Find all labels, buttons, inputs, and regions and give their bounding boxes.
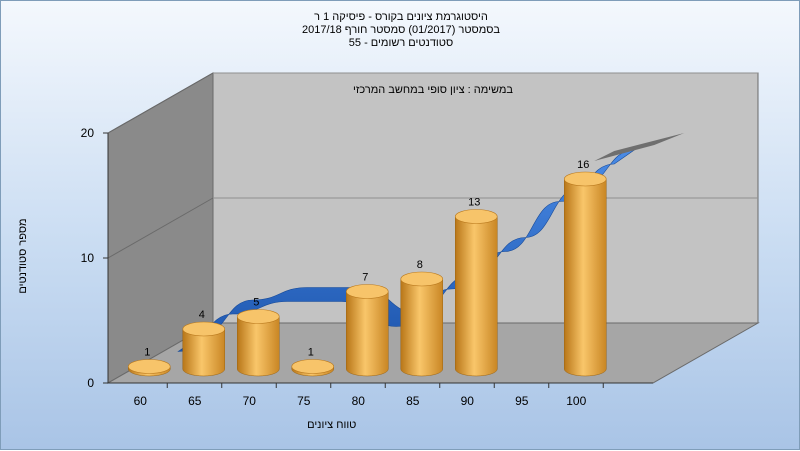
title-line-3: סטודנטים רשומים - 55 bbox=[348, 37, 454, 49]
x-tick-label-0: 60 bbox=[134, 394, 148, 408]
title-line-1: היסטוגרמת ציונים בקורס - פיסיקה 1 ר bbox=[314, 11, 488, 23]
bar-top-70 bbox=[236, 309, 280, 324]
data-label-85: 8 bbox=[417, 259, 423, 271]
bar-top-75 bbox=[291, 359, 335, 374]
bar-body-70 bbox=[237, 316, 280, 377]
bar-body-80 bbox=[346, 291, 389, 377]
bar-70: 5 bbox=[236, 297, 280, 377]
bar-65: 4 bbox=[182, 309, 226, 377]
x-tick-label-8: 100 bbox=[566, 394, 586, 408]
bar-body-65 bbox=[182, 328, 225, 377]
data-label-65: 4 bbox=[199, 309, 205, 321]
bar-85: 8 bbox=[400, 259, 444, 377]
x-tick-label-7: 95 bbox=[515, 394, 529, 408]
chart-title: היסטוגרמת ציונים בקורס - פיסיקה 1 ר בסמס… bbox=[201, 11, 601, 50]
gridline-left-1 bbox=[107, 197, 214, 259]
data-label-60: 1 bbox=[144, 347, 150, 359]
ribbon-tail bbox=[594, 133, 685, 161]
bar-100: 16 bbox=[563, 159, 607, 377]
y-tick-label-1: 10 bbox=[81, 251, 95, 265]
y-tick-labels: 0 10 20 bbox=[81, 126, 108, 390]
x-tick-labels: 60 65 70 75 80 85 90 95 100 bbox=[134, 383, 604, 408]
title-line-2: בסמסטר (01/2017) סמסטר חורף 2017/18 bbox=[301, 24, 501, 36]
bar-top-65 bbox=[182, 321, 226, 337]
bar-60: 1 bbox=[127, 347, 171, 377]
gridline-left-2 bbox=[107, 72, 214, 134]
bar-top-80 bbox=[345, 284, 389, 299]
data-label-75: 1 bbox=[308, 347, 314, 359]
x-axis-label: טווח ציונים bbox=[307, 419, 357, 431]
bar-top-85 bbox=[400, 271, 444, 287]
data-label-90: 13 bbox=[468, 197, 480, 209]
data-label-80: 7 bbox=[362, 272, 368, 284]
x-tick-label-2: 70 bbox=[243, 394, 257, 408]
bar-80: 7 bbox=[345, 272, 389, 377]
x-tick-label-4: 80 bbox=[352, 394, 366, 408]
gridlines bbox=[107, 72, 758, 259]
bar-series: 1 4 5 1 7 8 13 16 bbox=[127, 159, 607, 377]
x-tick-label-3: 75 bbox=[297, 394, 311, 408]
y-tick-label-2: 20 bbox=[81, 126, 95, 140]
bar-75: 1 bbox=[291, 347, 335, 377]
bar-top-90 bbox=[454, 209, 498, 224]
bar-top-100 bbox=[563, 171, 607, 187]
y-tick-label-0: 0 bbox=[87, 376, 94, 390]
x-tick-label-1: 65 bbox=[188, 394, 202, 408]
bar-90: 13 bbox=[454, 197, 498, 377]
bar-body-100 bbox=[564, 178, 607, 377]
data-label-100: 16 bbox=[577, 159, 589, 171]
bar-body-85 bbox=[400, 278, 443, 377]
x-tick-label-5: 85 bbox=[406, 394, 420, 408]
chart-subtitle: במשימה : ציון סופי במחשב המרכזי bbox=[353, 84, 513, 96]
bar-body-90 bbox=[455, 216, 498, 377]
data-label-70: 5 bbox=[253, 297, 259, 309]
bar-top-60 bbox=[127, 359, 171, 374]
x-tick-label-6: 90 bbox=[461, 394, 475, 408]
